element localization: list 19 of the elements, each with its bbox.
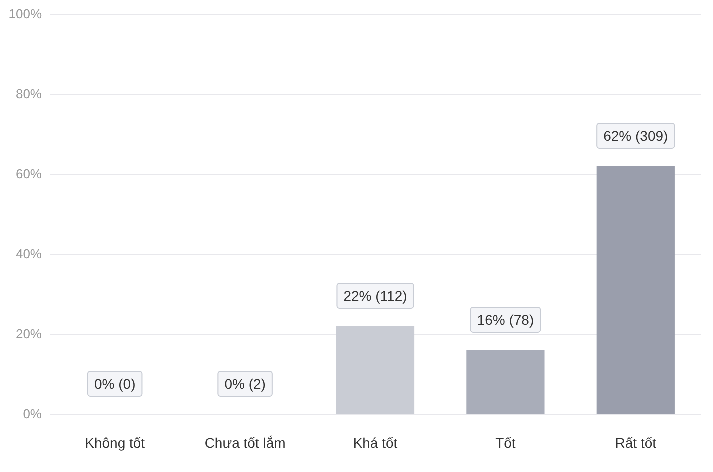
x-tick-label: Tốt: [496, 435, 516, 451]
y-tick-label: 60%: [16, 166, 42, 182]
y-tick-label: 40%: [16, 246, 42, 262]
x-tick-label: Rất tốt: [615, 435, 657, 451]
y-tick-label: 20%: [16, 326, 42, 342]
x-tick-label: Không tốt: [85, 435, 146, 451]
y-tick-label: 0%: [23, 406, 42, 422]
bar: [466, 350, 545, 414]
bar: [336, 326, 415, 414]
bar: [596, 166, 675, 414]
x-tick-label: Chưa tốt lắm: [204, 435, 286, 451]
data-label: 0% (0): [94, 376, 136, 392]
y-tick-label: 100%: [8, 6, 42, 22]
data-label: 0% (2): [224, 376, 266, 392]
data-label: 16% (78): [477, 312, 534, 328]
y-tick-label: 80%: [16, 86, 42, 102]
data-label: 62% (309): [604, 128, 668, 144]
x-tick-label: Khá tốt: [353, 435, 398, 451]
data-label: 22% (112): [344, 288, 408, 304]
